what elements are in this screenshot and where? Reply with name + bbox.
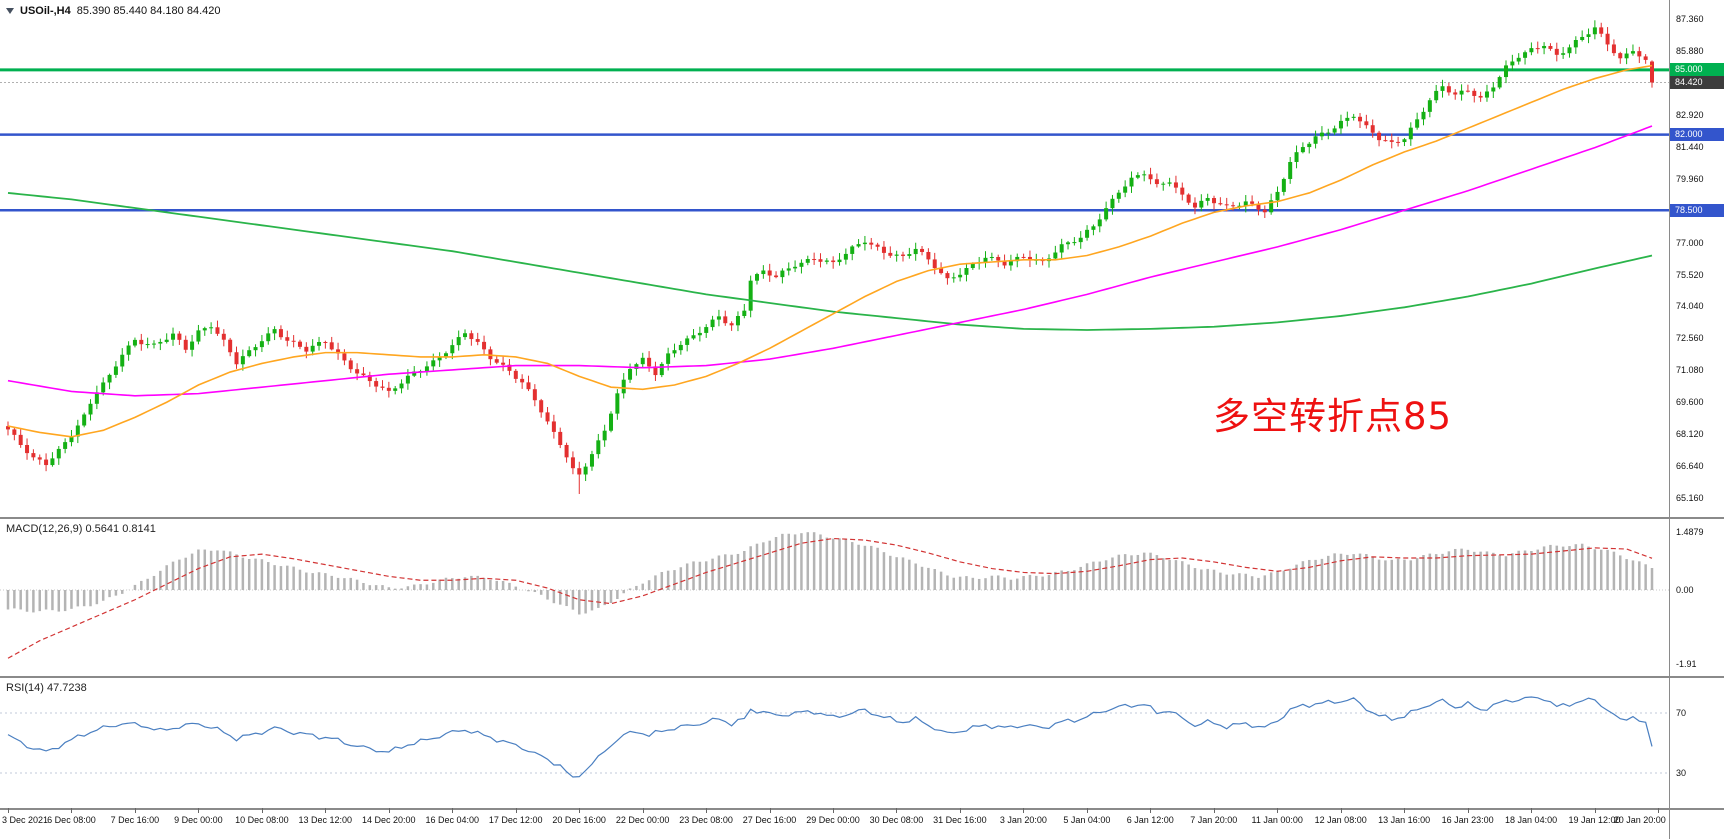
date-axis-label: 3 Jan 20:00: [999, 815, 1047, 825]
date-axis-label: 7 Dec 16:00: [110, 815, 160, 825]
symbol-timeframe-label: USOil-,H4: [20, 5, 71, 17]
ohlc-readout: 85.390 85.440 84.180 84.420: [76, 5, 221, 17]
panel-divider[interactable]: [0, 676, 1724, 678]
date-axis-label: 29 Dec 00:00: [806, 815, 860, 825]
price-axis-label: 71.080: [1676, 365, 1704, 376]
price-axis-label: 81.440: [1676, 141, 1704, 152]
collapse-toggle-icon[interactable]: [6, 8, 14, 14]
date-axis-label: 16 Dec 04:00: [425, 815, 479, 825]
macd-axis-label: -1.91: [1676, 659, 1697, 670]
price-tag: 85.000: [1670, 63, 1724, 77]
macd-signal-value: 0.8141: [122, 523, 156, 535]
date-axis-label: 22 Dec 00:00: [615, 815, 670, 825]
date-axis-label: 7 Jan 20:00: [1190, 815, 1238, 825]
price-axis-label: 74.040: [1676, 301, 1704, 312]
date-axis-label: 30 Dec 08:00: [869, 815, 924, 825]
date-axis-label: 20 Jan 20:00: [1613, 815, 1666, 825]
macd-name: MACD(12,26,9): [6, 523, 83, 535]
price-axis-label: 77.000: [1676, 237, 1704, 248]
date-axis-label: 27 Dec 16:00: [742, 815, 797, 825]
date-axis-label: 13 Dec 12:00: [298, 815, 353, 825]
price-axis-label: 87.360: [1676, 14, 1704, 24]
date-axis-label: 23 Dec 08:00: [679, 815, 733, 825]
date-axis-label: 19 Jan 12:00: [1568, 815, 1621, 825]
price-axis-label: 68.120: [1676, 429, 1704, 440]
date-axis-label: 18 Jan 04:00: [1505, 815, 1558, 825]
rsi-name: RSI(14): [6, 682, 44, 694]
price-axis-label: 66.640: [1676, 461, 1704, 472]
chart-header: USOil-,H4 85.390 85.440 84.180 84.420: [6, 5, 220, 17]
date-axis-label: 31 Dec 16:00: [933, 815, 987, 825]
date-axis-label: 13 Jan 16:00: [1378, 815, 1431, 825]
chart-annotation-text: 多空转折点85: [1213, 395, 1453, 438]
rsi-axis-label: 30: [1676, 768, 1687, 778]
price-axis-label: 85.880: [1676, 45, 1704, 56]
price-axis-label: 72.560: [1676, 333, 1704, 344]
price-axis-separator: [1669, 0, 1670, 839]
price-tag: 78.500: [1670, 203, 1724, 217]
date-axis-label: 3 Dec 2021: [2, 815, 49, 825]
macd-indicator-panel[interactable]: [0, 519, 1669, 676]
macd-main-value: 0.5641: [85, 523, 120, 535]
price-axis-label: 65.160: [1676, 493, 1704, 504]
rsi-label: RSI(14) 47.7238: [6, 682, 87, 694]
rsi-value: 47.7238: [46, 682, 87, 694]
price-axis-label: 79.960: [1676, 173, 1704, 184]
price-axis-label: 69.600: [1676, 397, 1704, 408]
macd-axis-label: 1.4879: [1676, 526, 1704, 537]
date-axis-label: 12 Jan 08:00: [1314, 815, 1367, 825]
date-axis-label: 20 Dec 16:00: [552, 815, 606, 825]
date-axis-label: 5 Jan 04:00: [1063, 815, 1111, 825]
macd-axis-label: 0.00: [1676, 585, 1694, 595]
date-axis-label: 10 Dec 08:00: [235, 815, 289, 825]
price-tag: 84.420: [1670, 75, 1724, 89]
price-tag: 82.000: [1670, 128, 1724, 142]
date-axis-label: 14 Dec 20:00: [361, 815, 416, 825]
rsi-indicator-panel[interactable]: [0, 678, 1669, 808]
date-axis-label: 11 Jan 00:00: [1251, 815, 1303, 825]
date-axis-label: 17 Dec 12:00: [488, 815, 543, 825]
date-axis-label: 6 Jan 12:00: [1126, 815, 1174, 825]
date-axis-divider: [0, 808, 1724, 810]
panel-divider[interactable]: [0, 517, 1724, 519]
macd-label: MACD(12,26,9) 0.5641 0.8141: [6, 523, 156, 535]
date-axis-label: 9 Dec 00:00: [174, 815, 223, 825]
rsi-axis-label: 70: [1676, 708, 1687, 718]
price-axis-label: 82.920: [1676, 109, 1704, 120]
price-axis-label: 75.520: [1676, 269, 1704, 280]
main-price-chart[interactable]: [0, 0, 1669, 517]
date-axis-label: 6 Dec 08:00: [47, 815, 96, 825]
date-axis-label: 16 Jan 23:00: [1441, 815, 1494, 825]
